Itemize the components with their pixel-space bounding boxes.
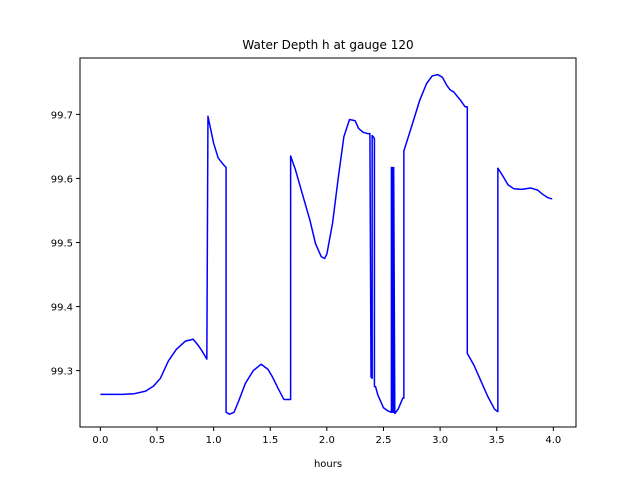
y-tick-label: 99.7 (51, 110, 73, 121)
y-tick-label: 99.5 (51, 239, 73, 250)
x-tick-label: 1.0 (206, 435, 222, 446)
x-tick-label: 1.5 (262, 435, 278, 446)
y-tick-label: 99.4 (51, 303, 73, 314)
x-tick-label: 0.5 (149, 435, 165, 446)
x-tick-label: 2.5 (376, 435, 392, 446)
axis-ticks: 0.0 0.5 1.0 1.5 2.0 2.5 3.0 3.5 4.0 99.3 99.4 99.5 9… (51, 110, 562, 446)
x-tick-label: 3.0 (432, 435, 448, 446)
y-tick-label: 99.6 (51, 174, 73, 185)
y-tick-label: 99.3 (51, 367, 73, 378)
x-tick-label: 0.0 (92, 435, 108, 446)
chart-title: Water Depth h at gauge 120 (242, 38, 413, 52)
series-line-0 (100, 73, 553, 415)
x-axis-label: hours (314, 459, 342, 470)
axes-frame (79, 57, 577, 428)
x-tick-label: 4.0 (545, 435, 561, 446)
x-tick-label: 2.0 (319, 435, 335, 446)
plot-area (79, 57, 577, 428)
x-tick-label: 3.5 (489, 435, 505, 446)
